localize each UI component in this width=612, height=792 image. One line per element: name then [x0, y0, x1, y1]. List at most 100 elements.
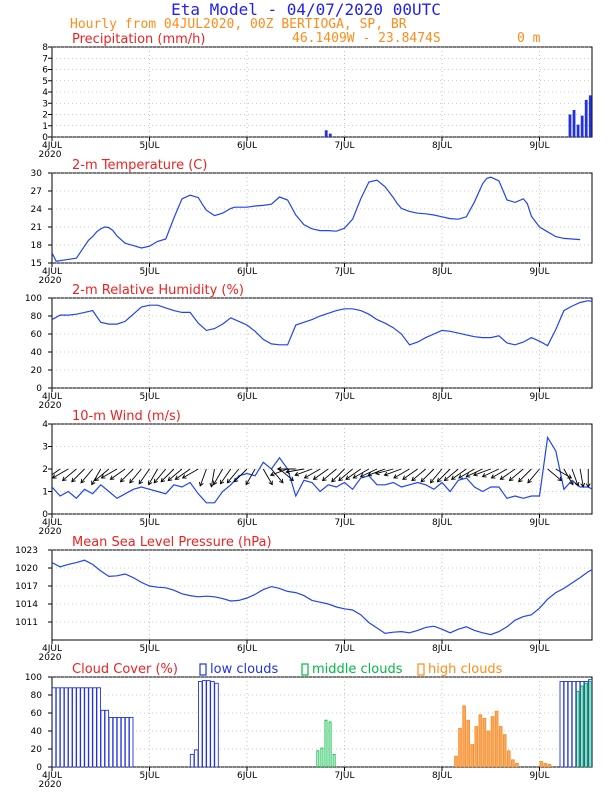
wind-arrow [213, 468, 224, 485]
wind-arrow-head [569, 480, 574, 486]
wind-arrow-head [420, 477, 426, 483]
wind-arrow [451, 468, 467, 480]
wind-arrow-head [458, 474, 463, 479]
high-cloud-bar [547, 763, 552, 767]
humidity-xtick-label: 8JUL [432, 392, 452, 402]
precip-bar [576, 124, 580, 137]
low-cloud-bar [206, 680, 211, 767]
clouds-ytick-label: 0 [36, 763, 42, 773]
high-cloud-bar [539, 761, 544, 767]
high-cloud-bar [543, 763, 548, 767]
wind-plot-area [45, 435, 596, 504]
wind-arrow [345, 468, 362, 480]
pressure-series-line [52, 559, 592, 636]
clouds-ytick-label: 20 [31, 745, 43, 755]
clouds-xtick-label: 7JUL [335, 771, 355, 781]
wind-arrow [294, 468, 313, 476]
clouds-panel: 0 20 40 60 80 100 4JUL 5JUL 6JUL 7JUL 8JUL 9JUL 2020… [25, 662, 605, 790]
wind-arrow-head [269, 471, 275, 477]
pressure-xtick-label: 9JUL [530, 644, 550, 654]
wind-arrow [271, 468, 284, 484]
clouds-xtick-label: 9JUL [530, 771, 550, 781]
low-cloud-bar [593, 680, 597, 767]
low-cloud-bar [588, 679, 592, 767]
clouds-xtick-label: 4JUL [42, 771, 62, 781]
high-cloud-bar [462, 705, 466, 767]
wind-arrow [304, 468, 321, 479]
meteogram-title: Eta Model - 04/07/2020 00UTC [171, 0, 441, 19]
low-cloud-bar [571, 681, 577, 767]
wind-ytick-label: 2 [42, 465, 48, 475]
wind-arrow-head [153, 478, 159, 484]
high-cloud-bar [498, 726, 503, 767]
temperature-ytick-label: 21 [31, 223, 42, 233]
wind-arrow [482, 468, 500, 478]
wind-arrow-head [209, 482, 215, 488]
wind-arrow-head [71, 477, 76, 483]
high-cloud-bar [502, 734, 507, 767]
wind-arrow-head [61, 476, 67, 482]
clouds-ytick-label: 60 [31, 709, 43, 719]
pressure-plot-area [52, 559, 592, 636]
low-cloud-bar [80, 687, 85, 767]
wind-arrow [148, 468, 159, 485]
pressure-xtick-label: 6JUL [237, 644, 257, 654]
wind-arrow [52, 468, 61, 476]
pressure-ytick-label: 1017 [15, 582, 38, 592]
humidity-xtick-label: 6JUL [237, 392, 257, 402]
low-cloud-bar [601, 680, 605, 767]
wind-arrow-head [367, 471, 373, 477]
humidity-title: 2-m Relative Humidity (%) [72, 283, 244, 298]
precip-bar [580, 115, 584, 137]
low-cloud-bar [52, 687, 57, 767]
wind-arrow [393, 468, 410, 479]
clouds-xtick-label: 6JUL [237, 771, 257, 781]
humidity-ytick-label: 20 [31, 366, 43, 376]
precipitation-xtick-label: 9JUL [530, 141, 550, 151]
wind-arrow-head [527, 478, 532, 484]
wind-arrow [52, 468, 69, 479]
wind-arrow-head [181, 474, 187, 479]
mid-cloud-bar [588, 681, 592, 767]
high-cloud-bar [515, 763, 519, 767]
temperature-ytick-label: 18 [31, 241, 43, 251]
wind-arrow-head [443, 476, 449, 482]
temperature-xtick-label: 7JUL [335, 267, 355, 277]
wind-arrow-head [167, 476, 173, 482]
low-cloud-bar [96, 687, 101, 767]
wind-arrow [313, 468, 329, 480]
wind-arrow [233, 468, 248, 483]
humidity-xyear-label: 2020 [39, 401, 62, 411]
precipitation-title: Precipitation (mm/h) [72, 32, 205, 47]
precipitation-xtick-label: 8JUL [432, 141, 452, 151]
wind-arrow-head [45, 476, 49, 480]
meteogram-subtitle: Hourly from 04JUL2020, 00Z BERTIOGA, SP,… [70, 17, 407, 32]
low-cloud-bar [124, 717, 130, 767]
humidity-xtick-label: 5JUL [140, 392, 160, 402]
wind-arrow [402, 468, 418, 480]
mid-cloud-bar [324, 719, 328, 767]
wind-arrow [286, 468, 304, 473]
high-cloud-bar [454, 755, 458, 767]
wind-xtick-label: 9JUL [530, 518, 550, 528]
wind-arrow-head [359, 473, 365, 478]
clouds-xyear-label: 2020 [39, 780, 62, 790]
wind-arrow [384, 468, 402, 476]
wind-arrow-head [508, 476, 514, 482]
wind-xtick-label: 6JUL [237, 518, 257, 528]
precipitation-xtick-label: 4JUL [42, 141, 62, 151]
precipitation-ytick-label: 4 [42, 88, 48, 98]
wind-arrow [593, 469, 596, 487]
mid-cloud-bar [332, 753, 336, 767]
wind-arrow-head [213, 480, 218, 486]
precipitation-ytick-label: 2 [42, 111, 48, 121]
low-cloud-bar [59, 687, 65, 767]
wind-arrow [527, 468, 540, 484]
wind-arrow [500, 468, 516, 480]
wind-xyear-label: 2020 [39, 527, 62, 537]
high-cloud-bar [506, 750, 511, 767]
wind-arrow-head [199, 481, 204, 487]
high-cloud-bar [458, 727, 462, 767]
temperature-frame [51, 172, 593, 264]
